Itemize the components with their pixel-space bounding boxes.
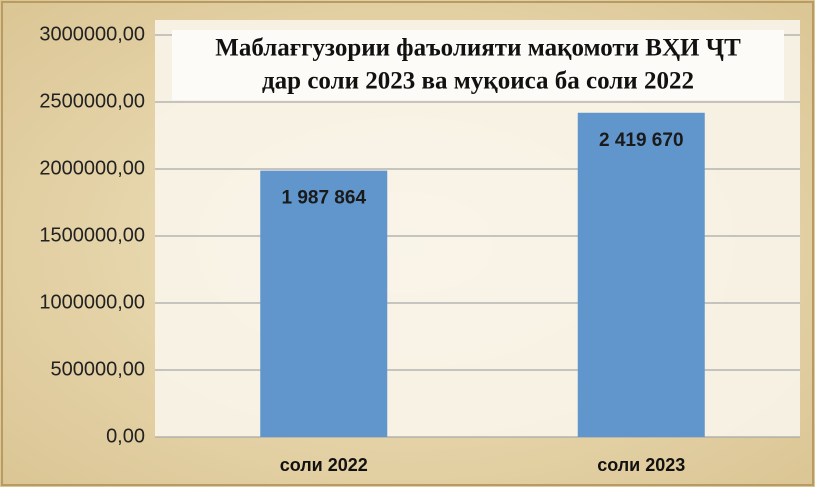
y-tick-label: 1500000,00 bbox=[39, 224, 145, 246]
y-tick-label: 1000000,00 bbox=[39, 291, 145, 313]
y-tick-label: 3000000,00 bbox=[39, 23, 145, 45]
bar bbox=[577, 112, 705, 437]
chart-title: Маблағгузории фаъолияти мақомоти ВҲИ ҶТ bbox=[215, 35, 741, 62]
y-tick-label: 2500000,00 bbox=[39, 90, 145, 112]
x-tick-label: соли 2022 bbox=[280, 455, 368, 475]
y-tick-label: 500000,00 bbox=[50, 358, 145, 380]
title-box bbox=[172, 30, 784, 100]
y-tick-label: 2000000,00 bbox=[39, 157, 145, 179]
y-tick-label: 0,00 bbox=[106, 425, 145, 447]
bar bbox=[260, 170, 388, 437]
chart-title: дар соли 2023 ва муқоиса ба соли 2022 bbox=[262, 68, 694, 95]
x-tick-label: соли 2023 bbox=[597, 455, 685, 475]
value-label: 1 987 864 bbox=[281, 188, 366, 209]
value-label: 2 419 670 bbox=[599, 130, 684, 151]
